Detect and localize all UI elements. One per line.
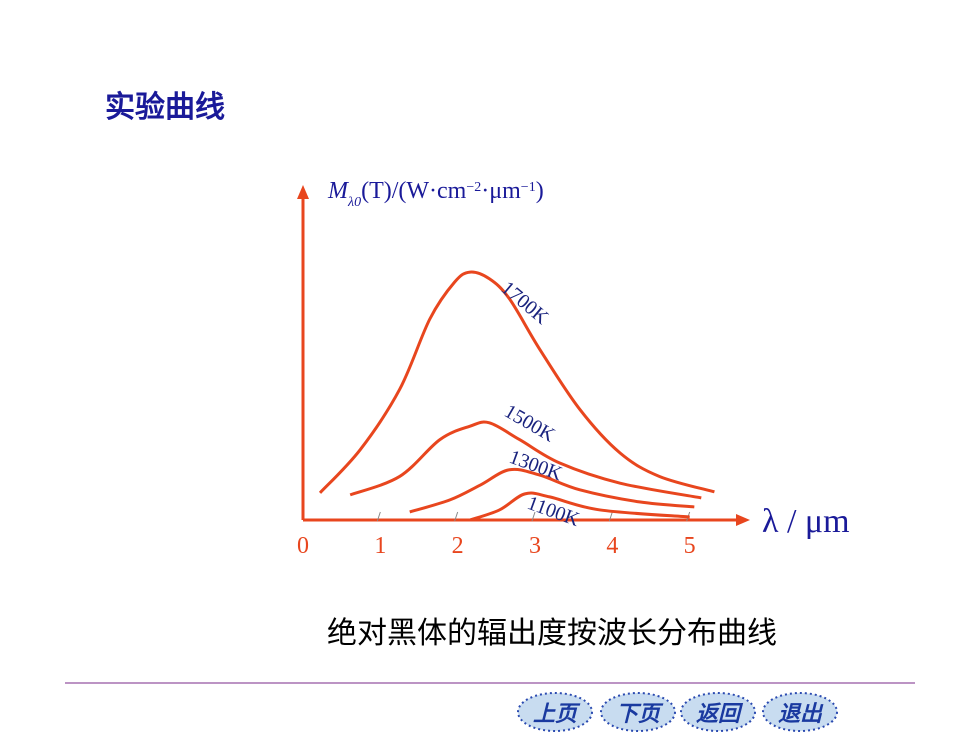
nav-button[interactable]: 上页 [533,702,581,727]
y-axis-label-part: −2 [466,180,481,195]
tick-mark [454,511,459,522]
y-axis-label-part: −1 [521,180,536,195]
x-axis-label: λ / μm [762,503,850,540]
x-tick-label: 3 [529,533,541,559]
y-axis-arrow [297,185,309,199]
nav-button-bg [680,692,756,732]
y-axis-label-part: ·μm [481,178,521,204]
slide-title: 实验曲线 [105,90,225,125]
curve [469,491,690,522]
nav-button-bg [517,692,593,732]
nav-button[interactable]: 退出 [778,702,824,727]
y-axis-label: Mλ0(T)/(W·cm−2·μm−1) [327,178,544,210]
y-axis-label-part: (T)/(W·cm [361,178,467,204]
curve-label: 1500K [501,400,560,447]
y-axis-label-part: M [327,178,350,204]
tick-mark [608,511,613,522]
nav-button-bg [762,692,838,732]
x-axis-arrow [736,514,750,526]
tick-mark [376,511,381,522]
caption: 绝对黑体的辐出度按波长分布曲线 [327,616,777,651]
curve-label: 1300K [506,446,565,485]
curve [409,467,695,514]
nav-button[interactable]: 下页 [616,702,664,727]
nav-button[interactable]: 返回 [696,702,744,727]
y-axis-label-part: ) [536,178,544,204]
y-axis-label-part: λ0 [347,195,361,210]
x-tick-label: 5 [684,533,696,559]
x-tick-label: 4 [606,533,618,559]
x-tick-label: 2 [452,533,464,559]
nav-button-bg [600,692,676,732]
curve [318,270,715,494]
x-tick-label: 1 [374,533,386,559]
curve [349,420,702,500]
tick-mark [531,511,536,522]
x-tick-label: 0 [297,533,309,559]
